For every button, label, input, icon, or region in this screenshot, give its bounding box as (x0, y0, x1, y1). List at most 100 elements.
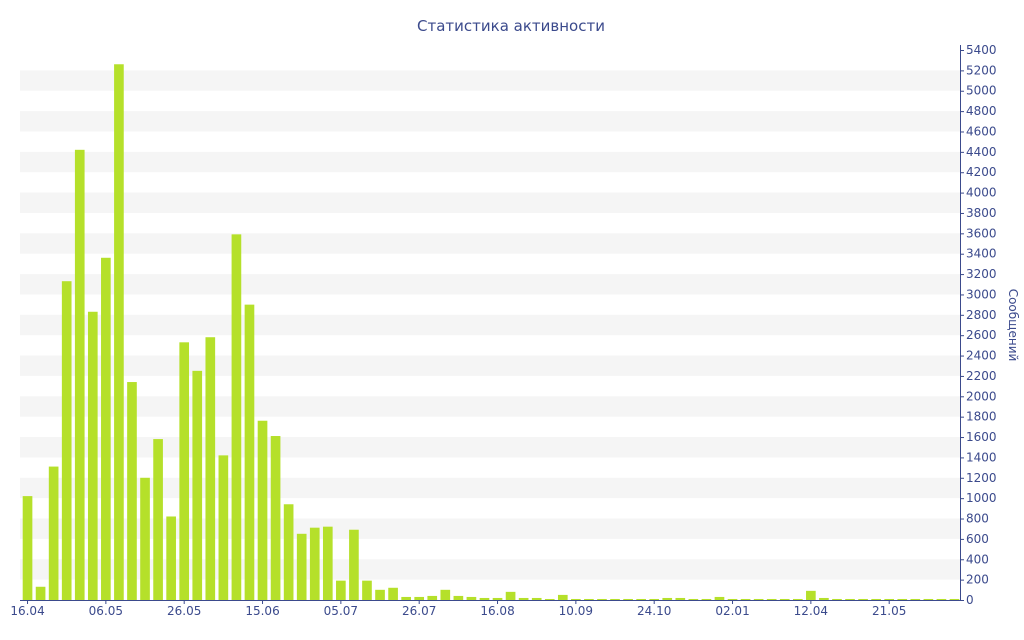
bar (74, 149, 85, 600)
y-tick-label: 2400 (966, 349, 997, 363)
y-tick-label: 5200 (966, 63, 997, 77)
grid-band (20, 518, 960, 539)
bar (753, 598, 764, 600)
bar (636, 598, 646, 600)
x-tick-label: 10.09 (559, 604, 593, 618)
grid-band (20, 192, 960, 213)
y-tick-label: 4400 (966, 145, 997, 159)
grid-band (20, 355, 960, 376)
y-tick-label: 1800 (966, 410, 997, 424)
bar (936, 598, 947, 600)
bar (949, 598, 960, 600)
bar (910, 598, 921, 600)
y-tick-label: 0 (966, 593, 974, 607)
bar (806, 590, 816, 600)
bar (127, 382, 137, 600)
bar (375, 589, 385, 600)
bar (623, 598, 633, 600)
bar (584, 598, 594, 600)
x-tick-label: 26.07 (402, 604, 436, 618)
bar (466, 596, 477, 600)
bar (675, 597, 686, 600)
bar (544, 598, 555, 600)
bar (114, 64, 124, 600)
bar (740, 598, 751, 600)
bar (283, 504, 294, 600)
bar (649, 598, 660, 600)
chart-title: Статистика активности (417, 17, 605, 35)
bar (871, 598, 881, 600)
bar (832, 598, 842, 600)
y-tick-label: 3200 (966, 267, 997, 281)
grid-band (20, 477, 960, 499)
bar (388, 587, 398, 600)
bar (101, 257, 111, 600)
axes (20, 45, 964, 604)
x-tick-label: 21.05 (872, 604, 906, 618)
x-tick-label: 15.06 (245, 604, 279, 618)
bar (792, 598, 803, 600)
y-tick-label: 4600 (966, 124, 997, 138)
bar (923, 598, 934, 600)
y-tick-label: 1200 (966, 471, 997, 485)
bar (257, 420, 268, 600)
y-tick-label: 3600 (966, 226, 997, 240)
bar (779, 598, 790, 600)
y-tick-label: 600 (966, 532, 989, 546)
y-tick-label: 2000 (966, 389, 997, 403)
x-tick-label: 16.08 (480, 604, 514, 618)
y-tick-label: 3400 (966, 247, 997, 261)
bar (610, 598, 620, 600)
y-tick-label: 5000 (966, 84, 997, 98)
bars (22, 64, 960, 600)
bar (414, 596, 425, 600)
y-tick-label: 800 (966, 512, 989, 526)
bar (819, 597, 829, 600)
y-tick-label: 400 (966, 552, 989, 566)
bar (845, 598, 855, 600)
bar (492, 597, 503, 600)
bar (296, 533, 307, 600)
bar (858, 598, 868, 600)
grid-band (20, 111, 960, 132)
y-tick-label: 200 (966, 573, 989, 587)
grid-band (20, 70, 960, 91)
grid-band (20, 151, 960, 173)
y-tick-label: 2600 (966, 328, 997, 342)
bar (140, 477, 150, 600)
x-tick-label: 02.01 (715, 604, 749, 618)
bar (531, 597, 542, 600)
bar (322, 526, 333, 600)
bar (35, 586, 46, 600)
x-tick-label: 05.07 (324, 604, 358, 618)
grid-bands (20, 70, 960, 580)
y-tick-labels: 0 200 400 600 800 1000 1200 1400 1600 1800 2000 220… (966, 43, 997, 607)
bar (244, 304, 255, 600)
bar (309, 527, 320, 600)
y-tick-label: 2200 (966, 369, 997, 383)
bar (401, 596, 411, 600)
bar (897, 598, 908, 600)
bar (727, 598, 738, 600)
bar (479, 597, 490, 600)
bar (597, 598, 607, 600)
y-tick-label: 2800 (966, 308, 997, 322)
bar (270, 436, 281, 600)
bar (218, 455, 229, 600)
grid-band (20, 437, 960, 458)
bar (440, 589, 451, 600)
bar (505, 591, 516, 600)
bar (453, 595, 464, 600)
bar (205, 337, 216, 600)
grid-band (20, 314, 960, 336)
bar (427, 595, 438, 600)
bar (87, 311, 98, 600)
bar (766, 598, 777, 600)
grid-band (20, 396, 960, 417)
bar (557, 594, 568, 600)
bar (362, 580, 372, 600)
bar (518, 597, 529, 600)
x-tick-labels: 16.04 06.05 26.05 15.06 05.07 26.07 16.08 10.09… (10, 604, 906, 618)
bar (884, 598, 895, 600)
bar (166, 516, 176, 600)
